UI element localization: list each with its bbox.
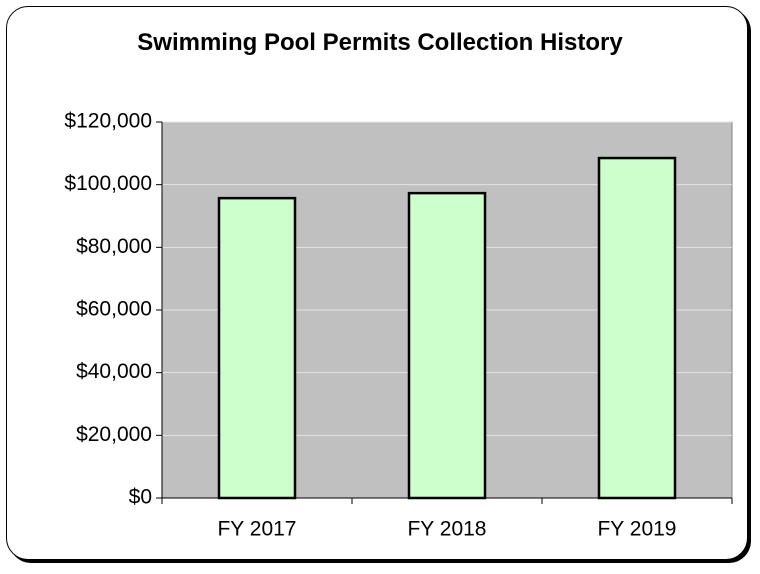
- x-tick-label: FY 2017: [217, 518, 296, 541]
- y-tick-label: $60,000: [76, 298, 152, 321]
- y-tick-label: $40,000: [76, 360, 152, 383]
- y-tick-label: $20,000: [76, 423, 152, 446]
- y-tick-label: $0: [129, 486, 152, 509]
- bar: [407, 191, 487, 500]
- bar: [217, 196, 297, 500]
- x-tick-label: FY 2018: [407, 518, 486, 541]
- bar: [597, 156, 677, 500]
- chart-title: Swimming Pool Permits Collection History: [137, 29, 623, 56]
- y-tick-label: $100,000: [64, 172, 152, 195]
- y-tick-label: $120,000: [64, 110, 152, 133]
- x-tick-label: FY 2019: [597, 518, 676, 541]
- y-tick-label: $80,000: [76, 235, 152, 258]
